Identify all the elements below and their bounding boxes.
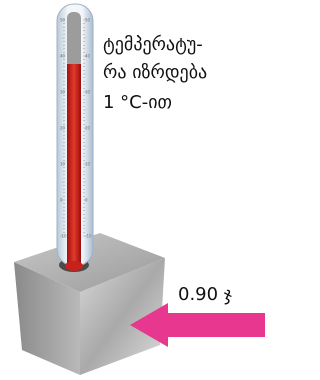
caption-line: ტემპერატუ- — [103, 34, 203, 55]
caption-line: 1 °C-ით — [103, 92, 172, 113]
thermometer-bulb — [65, 261, 83, 271]
caption-line: რა იზრდება — [103, 62, 207, 83]
energy-label: 0.90 ჯ — [178, 284, 232, 305]
thermometer-liquid — [67, 64, 81, 264]
thermometer-empty-column — [67, 12, 81, 68]
